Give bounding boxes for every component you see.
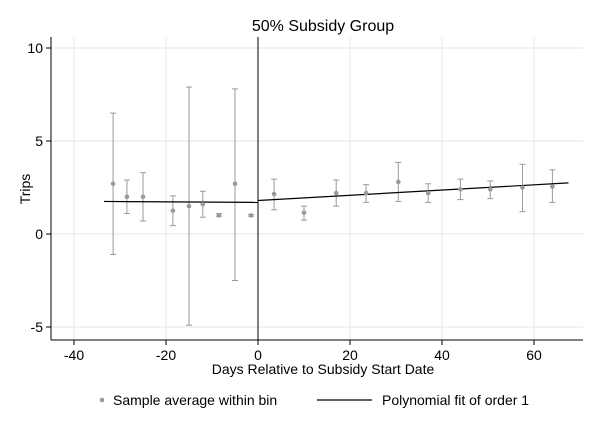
data-point — [186, 203, 192, 209]
y-tick-label: 0 — [35, 226, 43, 242]
y-axis-label: Trips — [17, 174, 33, 205]
x-tick-label: 60 — [526, 347, 542, 363]
data-point — [110, 181, 116, 187]
data-point — [301, 210, 307, 215]
legend-label-polynomial-fit: Polynomial fit of order 1 — [382, 392, 529, 408]
chart-title: 50% Subsidy Group — [252, 18, 394, 35]
error-bars — [110, 86, 556, 326]
x-axis-ticks: -40 -20 0 20 40 60 — [64, 340, 542, 363]
x-tick-label: 0 — [254, 347, 262, 363]
legend: Sample average within bin Polynomial fit… — [99, 392, 529, 408]
data-point — [200, 201, 206, 207]
y-tick-label: -5 — [31, 319, 44, 335]
data-point — [140, 194, 146, 200]
data-point — [248, 213, 254, 218]
data-point — [520, 185, 525, 190]
data-point — [333, 190, 339, 196]
grid-lines — [51, 37, 583, 340]
data-point — [425, 190, 431, 196]
y-axis-ticks: -5 0 5 10 — [27, 40, 51, 335]
data-point — [488, 187, 493, 192]
fit-lines — [103, 182, 569, 203]
data-point — [458, 187, 463, 192]
data-point — [124, 194, 130, 200]
data-point — [232, 181, 238, 187]
data-point — [216, 213, 222, 218]
legend-label-sample-average: Sample average within bin — [113, 392, 277, 408]
x-tick-label: 20 — [342, 347, 358, 363]
x-tick-label: 40 — [434, 347, 450, 363]
fit-line-segment — [103, 200, 259, 203]
data-point — [271, 191, 277, 197]
x-tick-label: -40 — [64, 347, 84, 363]
data-point — [396, 179, 401, 185]
fit-line-segment — [257, 182, 569, 202]
data-point — [170, 208, 176, 214]
x-axis-label: Days Relative to Subsidy Start Date — [212, 361, 435, 377]
legend-marker-icon — [99, 397, 105, 403]
data-point — [550, 184, 555, 189]
y-tick-label: 5 — [35, 133, 43, 149]
y-tick-label: 10 — [27, 40, 43, 56]
data-point — [363, 190, 369, 196]
x-tick-label: -20 — [156, 347, 176, 363]
data-points — [110, 179, 555, 218]
